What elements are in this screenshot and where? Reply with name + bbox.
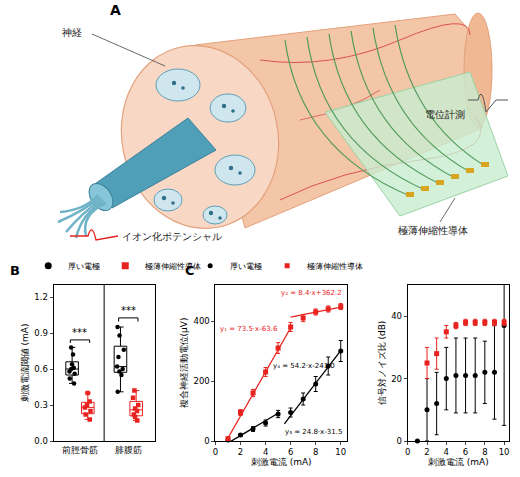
svg-text:0.3: 0.3 (34, 400, 48, 410)
svg-text:200: 200 (194, 376, 210, 386)
svg-text:0.9: 0.9 (34, 328, 48, 338)
svg-text:***: *** (72, 327, 87, 338)
svg-text:B: B (10, 263, 20, 278)
svg-text:腓腹筋: 腓腹筋 (115, 445, 142, 455)
svg-text:厚い電極: 厚い電極 (68, 262, 100, 271)
svg-text:複合神経活動電位(μV): 複合神経活動電位(μV) (179, 318, 189, 409)
svg-text:0: 0 (405, 447, 410, 457)
svg-text:10: 10 (335, 447, 346, 457)
svg-text:6: 6 (288, 447, 293, 457)
svg-text:4: 4 (263, 447, 268, 457)
svg-text:0.0: 0.0 (34, 436, 48, 446)
svg-text:2: 2 (424, 447, 429, 457)
svg-text:刺激電流 (mA): 刺激電流 (mA) (428, 457, 489, 467)
svg-text:40: 40 (391, 311, 402, 321)
svg-text:y₃ = 24.8·x-31.5: y₃ = 24.8·x-31.5 (285, 428, 342, 436)
svg-text:A: A (110, 2, 121, 18)
svg-text:C: C (185, 263, 195, 278)
svg-text:0: 0 (213, 447, 218, 457)
svg-text:6: 6 (463, 447, 468, 457)
svg-text:1.2: 1.2 (34, 292, 48, 302)
svg-text:y₂ = 8.4·x+362.2: y₂ = 8.4·x+362.2 (281, 289, 342, 297)
svg-text:0: 0 (397, 436, 402, 446)
svg-text:8: 8 (313, 447, 318, 457)
svg-text:10: 10 (499, 447, 510, 457)
svg-text:神経: 神経 (62, 27, 82, 38)
svg-text:400: 400 (194, 316, 210, 326)
svg-text:y₄ = 54.2·x-241.0: y₄ = 54.2·x-241.0 (273, 362, 335, 370)
svg-text:8: 8 (482, 447, 487, 457)
svg-text:刺激電流 (mA): 刺激電流 (mA) (251, 457, 312, 467)
svg-text:電位計測: 電位計測 (425, 109, 465, 120)
svg-text:イオン化ポテンシャル: イオン化ポテンシャル (122, 231, 222, 242)
svg-text:20: 20 (391, 374, 402, 384)
svg-text:***: *** (121, 305, 136, 316)
svg-text:信号対ノイズ比 (dB): 信号対ノイズ比 (dB) (377, 321, 387, 406)
svg-text:4: 4 (444, 447, 449, 457)
svg-text:厚い電極: 厚い電極 (230, 262, 262, 271)
svg-text:極薄伸縮性導体: 極薄伸縮性導体 (398, 225, 468, 236)
svg-text:0.6: 0.6 (34, 364, 48, 374)
svg-text:y₁ = 73.5·x-63.6: y₁ = 73.5·x-63.6 (220, 325, 278, 333)
svg-text:2: 2 (238, 447, 243, 457)
svg-text:刺激電流閾値 (mA): 刺激電流閾値 (mA) (20, 324, 30, 403)
svg-text:0: 0 (204, 436, 209, 446)
svg-text:極薄伸縮性導体: 極薄伸縮性導体 (307, 262, 363, 271)
svg-text:前脛骨筋: 前脛骨筋 (62, 445, 98, 455)
svg-text:極薄伸縮性導体: 極薄伸縮性導体 (145, 262, 201, 271)
